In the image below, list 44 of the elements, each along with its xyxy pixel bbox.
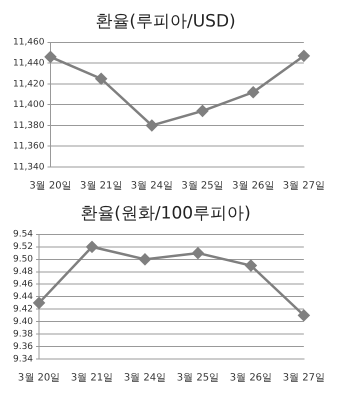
y-tick-label: 9.34: [12, 354, 34, 364]
x-tick-label: 3월 24일: [130, 180, 173, 192]
x-tick-label: 3월 25일: [176, 372, 220, 384]
x-tick-label: 3월 20일: [29, 180, 72, 192]
y-tick-label: 9.48: [12, 267, 34, 278]
y-tick-label: 11,400: [12, 100, 45, 110]
y-tick-label: 9.36: [12, 342, 34, 352]
y-tick-label: 9.54: [12, 230, 34, 240]
point: [192, 247, 204, 259]
y-tick-label: 11,440: [12, 58, 45, 69]
y-tick-label: 9.50: [12, 254, 34, 265]
x-tick-label: 3월 21일: [70, 372, 114, 384]
y-tick-label: 11,340: [12, 162, 45, 172]
point: [146, 120, 158, 132]
point: [33, 297, 45, 309]
y-tick-label: 11,420: [12, 79, 45, 90]
x-tick-label: 3월 25일: [181, 180, 224, 192]
chart-title: 환율(원화/100루피아): [80, 204, 251, 224]
point: [298, 310, 310, 322]
y-tick-label: 9.40: [12, 316, 34, 327]
point: [44, 51, 56, 63]
y-tick-label: 9.42: [12, 304, 34, 315]
point: [196, 105, 208, 117]
y-tick-label: 9.44: [12, 292, 34, 302]
point: [247, 86, 259, 98]
x-tick-label: 3월 26일: [232, 180, 274, 192]
x-tick-label: 3월 20일: [18, 372, 60, 384]
x-tick-label: 3월 24일: [124, 372, 166, 384]
y-tick-label: 11,380: [12, 120, 45, 131]
x-tick-label: 3월 26일: [230, 372, 272, 384]
point: [245, 260, 257, 272]
y-tick-label: 9.38: [12, 329, 34, 340]
chart-title: 환율(루피아/USD): [95, 12, 236, 32]
y-tick-label: 11,360: [12, 142, 45, 152]
point: [298, 50, 310, 62]
point: [95, 72, 107, 84]
x-tick-label: 3월 27일: [282, 180, 325, 192]
x-tick-label: 3월 27일: [282, 372, 325, 384]
y-tick-label: 9.52: [12, 242, 34, 252]
y-tick-label: 9.46: [12, 280, 34, 290]
y-tick-label: 11,460: [12, 38, 45, 48]
point: [139, 254, 151, 266]
point: [86, 241, 98, 253]
x-tick-label: 3월 21일: [80, 180, 122, 192]
